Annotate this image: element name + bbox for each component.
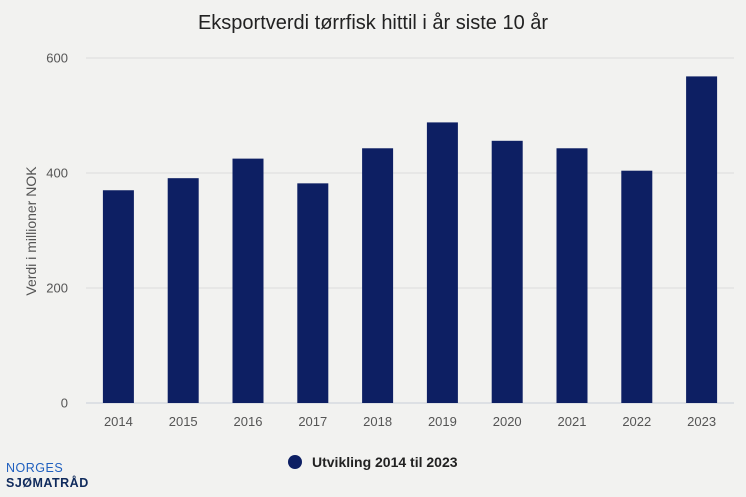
legend-label: Utvikling 2014 til 2023 bbox=[312, 454, 458, 470]
x-tick-label: 2017 bbox=[298, 414, 327, 429]
bars bbox=[102, 76, 718, 404]
bar-2020[interactable] bbox=[491, 140, 523, 404]
bar-2015[interactable] bbox=[167, 178, 199, 403]
x-tick-label: 2019 bbox=[428, 414, 457, 429]
x-tick-labels: 2014 2015 2016 2017 2018 2019 2020 2021 2022 2023 bbox=[104, 414, 716, 429]
x-tick-label: 2022 bbox=[622, 414, 651, 429]
bar-2023[interactable] bbox=[686, 76, 718, 404]
x-tick-label: 2018 bbox=[363, 414, 392, 429]
y-tick-labels: 0 200 400 600 bbox=[46, 51, 68, 411]
bar-2016[interactable] bbox=[232, 158, 264, 403]
chart-title: Eksportverdi tørrfisk hittil i år siste … bbox=[198, 12, 548, 34]
y-axis-title: Verdi i millioner NOK bbox=[23, 166, 39, 296]
bar-2017[interactable] bbox=[297, 183, 329, 403]
logo-line-2: SJØMATRÅD bbox=[6, 476, 89, 490]
y-tick-label: 0 bbox=[61, 396, 68, 411]
x-tick-label: 2016 bbox=[234, 414, 263, 429]
y-tick-label: 600 bbox=[46, 51, 68, 66]
bar-2014[interactable] bbox=[102, 190, 134, 403]
x-tick-label: 2014 bbox=[104, 414, 133, 429]
bar-2021[interactable] bbox=[556, 148, 588, 403]
x-tick-label: 2020 bbox=[493, 414, 522, 429]
y-tick-label: 400 bbox=[46, 166, 68, 181]
legend-marker bbox=[288, 455, 302, 469]
x-tick-label: 2023 bbox=[687, 414, 716, 429]
legend[interactable]: Utvikling 2014 til 2023 bbox=[288, 454, 458, 470]
x-tick-label: 2015 bbox=[169, 414, 198, 429]
bar-2019[interactable] bbox=[426, 122, 458, 404]
y-tick-label: 200 bbox=[46, 281, 68, 296]
x-tick-label: 2021 bbox=[558, 414, 587, 429]
bar-2022[interactable] bbox=[621, 170, 653, 403]
bar-2018[interactable] bbox=[362, 148, 394, 403]
norges-sjomatrad-logo: NORGES SJØMATRÅD bbox=[6, 461, 89, 491]
logo-line-1: NORGES bbox=[6, 461, 64, 475]
